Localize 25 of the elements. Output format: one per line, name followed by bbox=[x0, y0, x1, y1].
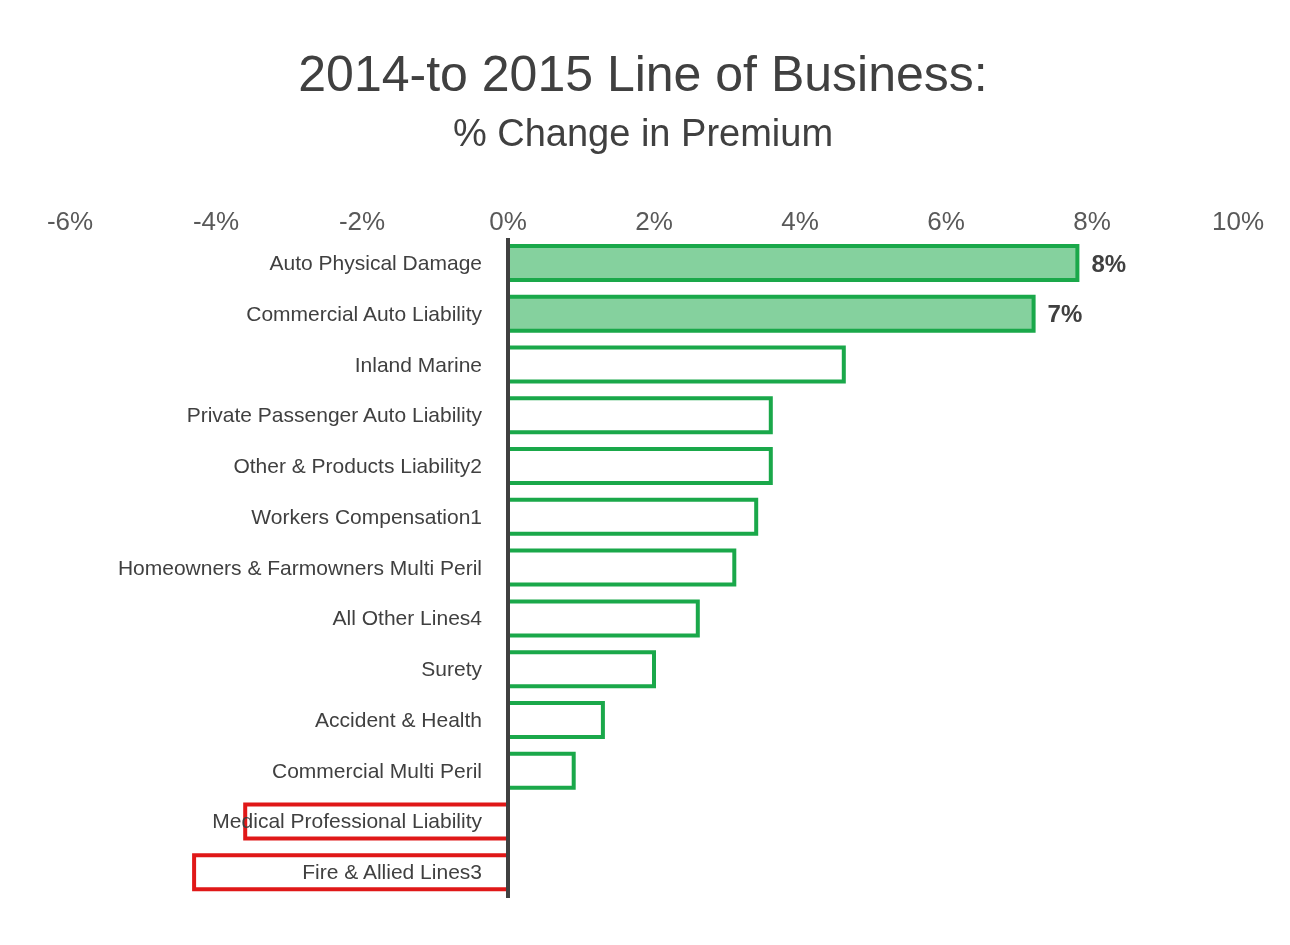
x-tick-label: -2% bbox=[338, 206, 386, 236]
x-tick-label: 6% bbox=[927, 206, 965, 236]
data-label: 8% bbox=[1091, 249, 1127, 277]
x-tick-label: 0% bbox=[489, 206, 527, 236]
y-tick-label: All Other Lines4 bbox=[332, 606, 483, 630]
chart-subtitle: % Change in Premium bbox=[451, 111, 835, 156]
y-tick-label: Inland Marine bbox=[354, 352, 482, 376]
x-tick-label: -6% bbox=[46, 206, 94, 236]
x-tick-label: 10% bbox=[1211, 206, 1265, 236]
y-tick-label: Other & Products Liability2 bbox=[233, 454, 482, 478]
y-tick-label: Accident & Health bbox=[315, 707, 482, 731]
y-tick-label: Commercial Auto Liability bbox=[246, 301, 483, 325]
chart-title: 2014-to 2015 Line of Business: bbox=[297, 45, 989, 104]
data-label: 7% bbox=[1047, 300, 1083, 328]
y-tick-label: Commercial Multi Peril bbox=[271, 758, 482, 782]
y-tick-label: Private Passenger Auto Liability bbox=[186, 403, 483, 427]
x-tick-label: 4% bbox=[781, 206, 819, 236]
y-tick-label: Homeowners & Farmowners Multi Peril bbox=[117, 555, 482, 579]
x-tick-label: -4% bbox=[192, 206, 240, 236]
y-tick-label: Fire & Allied Lines3 bbox=[302, 860, 482, 884]
y-tick-label: Surety bbox=[421, 657, 483, 681]
y-tick-label: Auto Physical Damage bbox=[269, 251, 482, 274]
x-tick-label: 2% bbox=[635, 206, 673, 236]
x-tick-label: 8% bbox=[1073, 206, 1111, 236]
y-tick-label: Workers Compensation1 bbox=[251, 504, 482, 528]
